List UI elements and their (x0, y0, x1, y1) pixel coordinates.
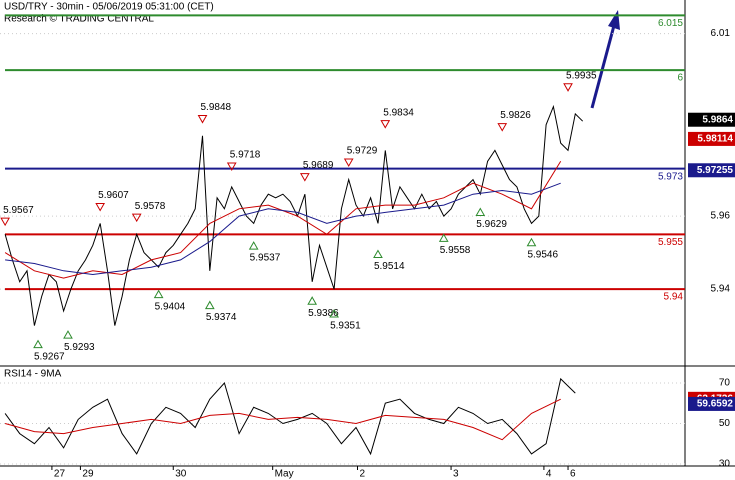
peak-label: 5.9848 (201, 102, 232, 113)
peak-marker (0, 217, 10, 227)
chart-title: USD/TRY - 30min - 05/06/2019 05:31:00 (C… (4, 2, 214, 13)
trough-marker (438, 233, 449, 242)
y-tick-label: 50 (719, 418, 731, 429)
peak-marker (299, 173, 310, 182)
price-box (688, 112, 735, 127)
series-line (4, 398, 561, 441)
peak-marker (131, 213, 142, 223)
x-tick-label: 2 (359, 469, 365, 480)
peak-label: 5.9578 (135, 201, 166, 212)
level-label: 5.973 (658, 171, 683, 182)
series-line (5, 182, 561, 276)
trough-label: 5.9558 (440, 245, 471, 256)
x-tick-label: May (275, 469, 294, 480)
peak-marker (497, 123, 508, 132)
peak-label: 5.9729 (347, 146, 378, 157)
trough-marker (248, 241, 259, 250)
peak-label: 5.9607 (98, 190, 129, 201)
peak-label: 5.9834 (383, 107, 414, 118)
y-tick-label: 5.94 (711, 284, 731, 295)
peak-label: 5.9567 (3, 205, 34, 216)
y-tick-label: 30 (719, 459, 731, 470)
series-line (4, 104, 584, 326)
peak-marker (197, 115, 208, 124)
price-box (688, 131, 735, 146)
peak-marker (380, 120, 391, 129)
trough-label: 5.9546 (527, 249, 558, 260)
trough-label: 5.9374 (206, 312, 237, 323)
trough-marker (153, 289, 164, 299)
level-label: 5.94 (664, 292, 684, 303)
price-box (688, 396, 735, 411)
price-box (688, 163, 735, 178)
trough-marker (329, 308, 339, 318)
peak-marker (343, 158, 354, 168)
peak-label: 5.9718 (230, 150, 261, 161)
y-tick-label: 6.01 (711, 28, 731, 39)
trough-label: 5.9629 (476, 219, 507, 230)
x-tick-label: 4 (546, 469, 552, 480)
y-tick-label: 5.96 (711, 211, 731, 222)
trough-marker (526, 237, 537, 247)
trough-label: 5.9404 (155, 301, 186, 312)
x-tick-label: 30 (175, 469, 187, 480)
peak-label: 5.9935 (566, 70, 597, 81)
price-box-label: 5.97255 (697, 165, 734, 176)
series-line (4, 377, 576, 456)
peak-marker (226, 162, 237, 172)
level-label: 5.955 (658, 237, 683, 248)
trough-marker (204, 300, 215, 310)
trough-marker (475, 207, 486, 216)
trough-marker (63, 330, 73, 339)
price-box-label: 5.98114 (697, 134, 733, 145)
trough-label: 5.9537 (250, 253, 281, 264)
trough-label: 5.9351 (330, 321, 361, 332)
trough-marker (33, 339, 43, 349)
trough-label: 5.9386 (308, 308, 339, 319)
peak-marker (95, 203, 106, 212)
x-tick-label: 3 (453, 469, 459, 480)
trough-label: 5.9514 (374, 261, 405, 272)
price-box-label: 59.6592 (697, 399, 734, 410)
peak-label: 5.9826 (500, 110, 531, 121)
level-label: 6 (677, 73, 683, 84)
level-label: 6.015 (658, 18, 683, 29)
forecast-arrow (590, 17, 618, 109)
x-tick-label: 6 (570, 469, 576, 480)
peak-label: 5.9689 (303, 160, 334, 171)
trough-marker (373, 249, 383, 258)
price-box-label: 5.9864 (702, 114, 733, 125)
rsi-title: RSI14 - 9MA (4, 369, 62, 380)
trough-label: 5.9267 (34, 351, 65, 362)
x-tick-label: 27 (54, 469, 66, 480)
x-tick-label: 29 (82, 469, 94, 480)
y-tick-label: 70 (719, 378, 731, 389)
chart-subtitle: Research © TRADING CENTRAL (4, 14, 154, 25)
trough-marker (307, 296, 318, 305)
trough-label: 5.9293 (64, 342, 95, 353)
peak-marker (563, 83, 573, 92)
